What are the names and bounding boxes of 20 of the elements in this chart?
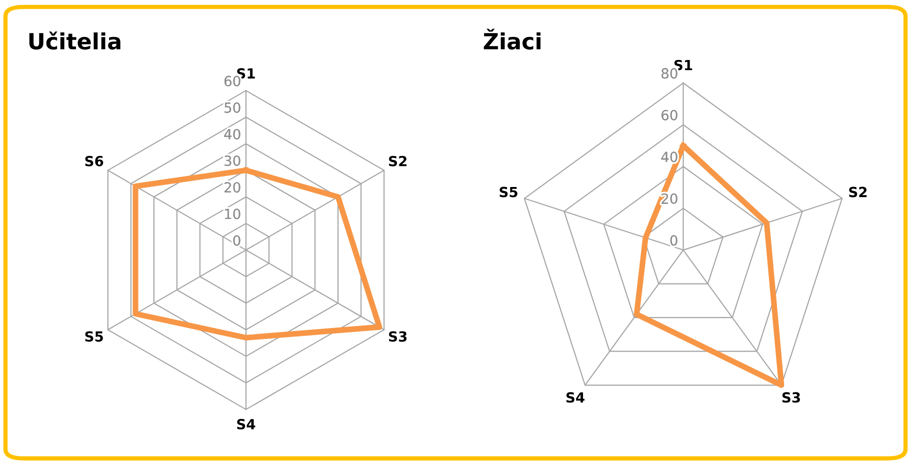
spoke-label: S5 [85,331,103,342]
spoke-label: S6 [85,156,104,166]
spoke-label: S2 [849,186,867,198]
y-tick-label: 60 [662,110,678,120]
chart-title: Učitelia [29,32,120,50]
spoke-label: S5 [500,186,518,198]
y-tick-label: 40 [224,128,240,140]
spoke-label: S4 [566,392,584,403]
y-tick-label: 50 [224,102,240,113]
y-tick-label: 30 [224,156,240,166]
spoke-label: S3 [389,331,407,342]
y-tick-label: 20 [224,182,240,193]
spoke-label: S3 [782,392,800,403]
spoke-label: S2 [389,156,406,166]
chart-title: Žiaci [484,28,540,50]
y-tick-label: 0 [670,235,678,246]
spoke-label: S4 [237,418,256,430]
y-tick-label: 0 [233,235,240,246]
y-tick-label: 80 [662,68,678,79]
y-tick-label: 10 [225,208,240,220]
